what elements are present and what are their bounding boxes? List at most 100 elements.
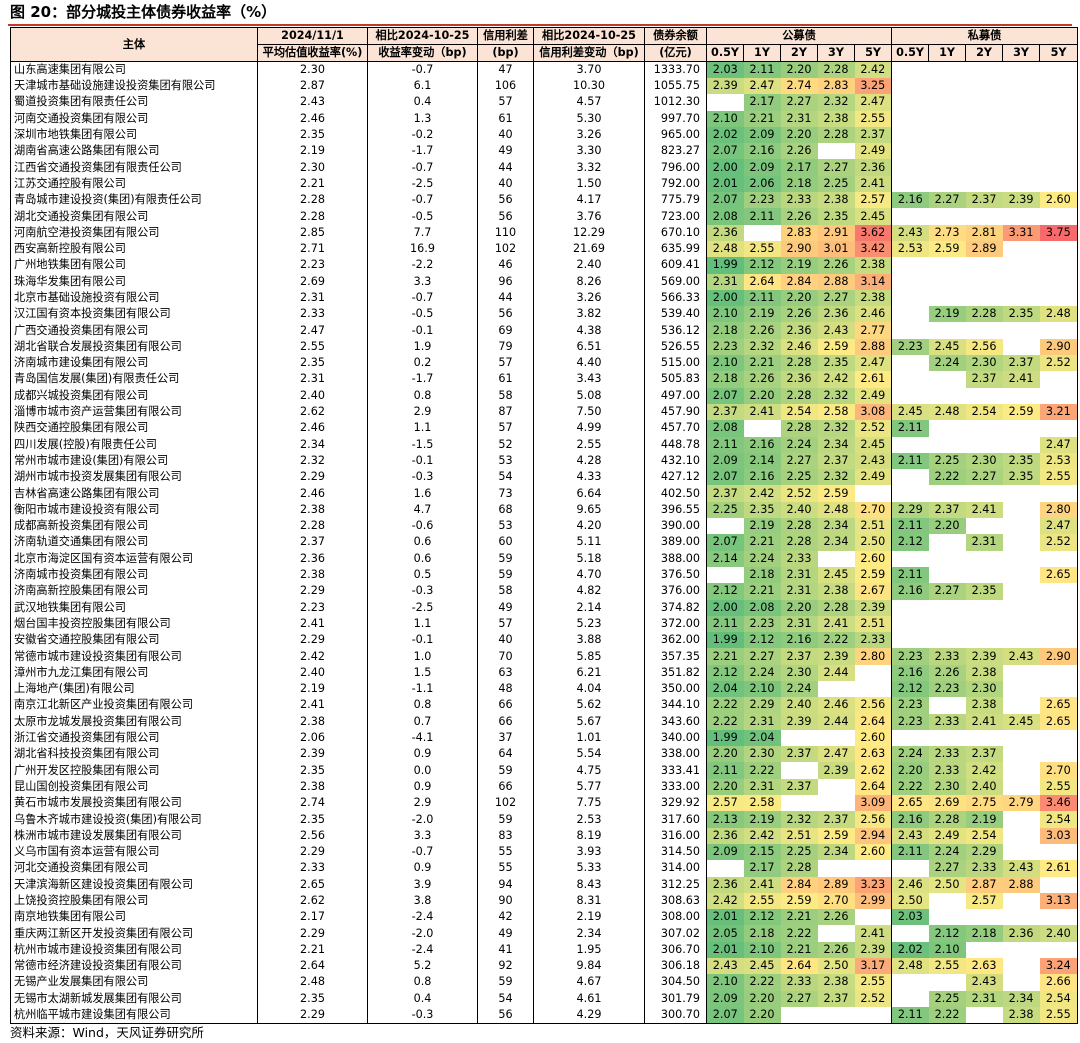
spread-change: 4.17 [533, 192, 645, 209]
private-yield-cell [891, 175, 929, 193]
private-yield-cell: 2.54 [965, 827, 1003, 844]
public-yield-cell: 2.01 [706, 909, 744, 926]
bond-balance: 1333.70 [644, 61, 707, 78]
spread-change: 3.76 [533, 208, 645, 225]
credit-spread: 61 [477, 371, 534, 388]
private-yield-cell: 2.23 [891, 338, 929, 356]
public-yield-cell: 2.11 [706, 615, 744, 633]
public-yield-cell: 2.20 [780, 126, 818, 144]
public-yield-cell: 2.47 [817, 746, 855, 763]
table-row: 青岛国信发展(集团)有限责任公司 2.31 -1.7 61 3.43 505.83 2.18… [10, 371, 1079, 388]
credit-spread: 66 [477, 778, 534, 796]
public-yield-cell: 2.10 [743, 941, 781, 959]
private-yield-cell [929, 257, 966, 273]
private-yield-cell [929, 420, 966, 436]
spread-change: 3.43 [533, 371, 645, 388]
entity-name: 天津滨海新区建设投资集团有限公司 [10, 876, 258, 893]
public-yield-cell: 2.24 [780, 680, 818, 698]
private-yield-cell [929, 274, 966, 290]
public-yield-cell: 2.19 [743, 306, 781, 323]
public-yield-cell: 2.12 [743, 257, 781, 274]
avg-yield: 2.69 [257, 273, 368, 290]
private-yield-cell [966, 274, 1003, 290]
entity-name: 漳州市九龙江集团有限公司 [10, 664, 258, 681]
avg-yield: 2.43 [257, 94, 368, 111]
private-yield-cell: 2.11 [891, 566, 929, 584]
public-yield-cell: 2.41 [854, 175, 892, 193]
table-row: 安徽省交通控股集团有限公司 2.29 -0.1 40 3.88 362.00 1.99 2.1… [10, 632, 1079, 649]
credit-spread: 79 [477, 338, 534, 356]
private-yield-cell: 3.75 [1039, 224, 1079, 241]
credit-spread: 69 [477, 322, 534, 339]
public-yield-cell: 2.43 [817, 322, 855, 339]
bond-balance: 306.70 [644, 941, 707, 959]
private-tenor-header: 1Y [928, 44, 967, 62]
public-yield-cell: 2.19 [743, 518, 781, 535]
private-yield-cell: 2.29 [891, 501, 929, 519]
table-row: 无锡市太湖新城发展集团有限公司 2.35 0.4 54 4.61 301.79 2.09 2.… [10, 990, 1079, 1007]
public-yield-cell: 2.52 [854, 420, 892, 437]
private-yield-cell [1039, 583, 1079, 600]
private-yield-cell [929, 290, 966, 306]
entity-name: 武汉地铁集团有限公司 [10, 599, 258, 616]
private-yield-cell: 2.27 [928, 860, 966, 877]
spread-change: 4.38 [533, 322, 645, 339]
private-yield-cell [1039, 61, 1079, 78]
public-yield-cell: 2.51 [854, 518, 892, 535]
private-tenor-header: 5Y [1039, 44, 1079, 62]
public-yield-cell: 2.07 [706, 387, 744, 404]
public-yield-cell: 2.31 [743, 713, 781, 730]
spread-change: 5.33 [533, 860, 645, 877]
bond-balance: 670.10 [644, 224, 707, 241]
bond-balance: 350.00 [644, 680, 707, 698]
private-yield-cell [1003, 437, 1040, 453]
figure-title: 图 20：部分城投主体债券收益率（%） [10, 3, 277, 21]
public-yield-cell: 2.55 [854, 974, 892, 991]
bond-balance: 432.10 [644, 452, 707, 470]
spread-change: 3.32 [533, 159, 645, 176]
public-yield-cell: 2.77 [854, 322, 892, 339]
public-yield-cell [817, 1006, 855, 1024]
avg-yield: 2.65 [257, 876, 368, 893]
private-yield-cell: 2.33 [928, 713, 966, 730]
private-yield-cell [929, 159, 966, 175]
yield-change: 1.6 [367, 485, 478, 502]
avg-yield: 2.74 [257, 795, 368, 812]
table-row: 湖北省科技投资集团有限公司 2.39 0.9 64 5.54 338.00 2.20 2.30… [10, 746, 1079, 763]
private-yield-cell [1003, 257, 1040, 273]
table-row: 广西交通投资集团有限公司 2.47 -0.1 69 4.38 536.12 2.18 2.26… [10, 322, 1079, 339]
avg-yield: 2.71 [257, 240, 368, 258]
spread-change: 4.29 [533, 1006, 645, 1024]
private-yield-cell [929, 551, 966, 567]
credit-spread: 52 [477, 436, 534, 453]
bond-balance: 301.79 [644, 990, 707, 1007]
avg-yield: 2.29 [257, 925, 368, 942]
credit-spread: 55 [477, 843, 534, 861]
credit-spread: 56 [477, 208, 534, 225]
private-yield-cell [1003, 94, 1040, 110]
bond-balance: 1055.75 [644, 78, 707, 95]
private-yield-cell [1003, 78, 1040, 94]
credit-spread: 106 [477, 78, 534, 95]
bond-balance: 566.33 [644, 289, 707, 307]
public-yield-cell: 2.38 [817, 583, 855, 600]
public-yield-cell: 2.08 [706, 420, 744, 437]
public-yield-cell: 2.32 [780, 811, 818, 828]
public-yield-cell: 2.32 [817, 469, 855, 486]
public-yield-cell: 3.42 [854, 240, 892, 258]
private-yield-cell [1039, 289, 1079, 307]
private-yield-cell: 2.56 [965, 338, 1003, 356]
avg-yield: 2.38 [257, 778, 368, 796]
bond-balance: 306.18 [644, 958, 707, 975]
credit-spread: 110 [477, 224, 534, 241]
table-row: 成都兴城投资集团有限公司 2.40 0.8 58 5.08 497.00 2.07 2.20 2… [10, 387, 1079, 404]
header-public-bonds: 公募债 [705, 27, 893, 45]
public-yield-cell: 1.99 [706, 632, 744, 649]
table-row: 陕西交通控股集团有限公司 2.46 1.1 57 4.99 457.70 2.08 2.28 2… [10, 420, 1079, 437]
title-rule [8, 24, 1072, 26]
entity-name: 济南城市投资集团有限公司 [10, 566, 258, 584]
public-yield-cell: 2.27 [743, 648, 781, 665]
public-yield-cell: 2.22 [743, 762, 781, 779]
private-yield-cell [1039, 175, 1079, 193]
entity-name: 河北交通投资集团有限公司 [10, 860, 258, 877]
